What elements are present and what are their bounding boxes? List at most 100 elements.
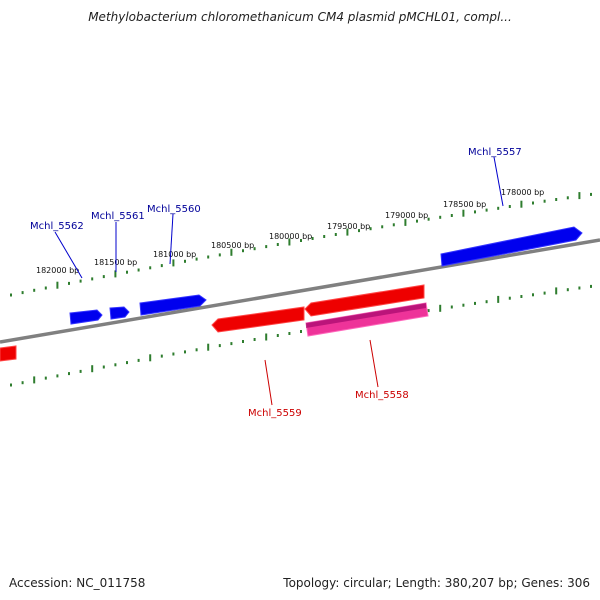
- minor-tick: [566, 288, 569, 292]
- minor-tick: [474, 210, 476, 214]
- minor-tick: [323, 235, 326, 238]
- minor-tick: [566, 196, 569, 200]
- minor-tick: [334, 233, 337, 236]
- gene-label-mchl-5561[interactable]: Mchl_5561: [91, 211, 145, 222]
- gene-mchl-5558-shade: [306, 303, 426, 328]
- gene-label-mchl-5559[interactable]: Mchl_5559: [248, 408, 302, 419]
- major-tick: [439, 304, 442, 312]
- minor-tick: [195, 257, 198, 261]
- minor-tick: [485, 300, 488, 304]
- minor-tick: [184, 350, 186, 354]
- tick-label-182000: 182000 bp: [36, 266, 79, 275]
- minor-tick: [56, 374, 59, 378]
- minor-tick: [276, 243, 279, 246]
- major-tick: [33, 376, 36, 384]
- minor-tick: [300, 239, 302, 242]
- minor-tick: [33, 288, 36, 292]
- minor-tick: [195, 348, 198, 352]
- minor-tick: [184, 259, 186, 263]
- gene-mchl-5559[interactable]: [211, 306, 305, 333]
- tick-label-181000: 181000 bp: [153, 250, 196, 259]
- minor-tick: [450, 305, 453, 309]
- minor-tick: [381, 225, 384, 229]
- minor-tick: [242, 249, 244, 253]
- minor-tick: [508, 205, 511, 208]
- minor-tick: [160, 354, 163, 358]
- minor-tick: [590, 284, 592, 288]
- minor-tick: [427, 217, 430, 221]
- major-tick: [555, 287, 558, 295]
- gene-mchl-5562[interactable]: [69, 309, 103, 325]
- minor-tick: [358, 229, 360, 233]
- minor-tick: [230, 342, 233, 346]
- minor-tick: [474, 301, 476, 305]
- major-tick: [346, 228, 349, 236]
- forward-genes: [69, 226, 583, 325]
- gene-red-long[interactable]: [304, 284, 425, 317]
- upper-tick-ruler: [10, 192, 592, 297]
- minor-tick: [508, 296, 511, 300]
- minor-tick: [10, 293, 12, 297]
- major-tick: [520, 200, 523, 208]
- gene-label-mchl-5562[interactable]: Mchl_5562: [30, 221, 84, 232]
- minor-tick: [10, 383, 12, 387]
- minor-tick: [265, 245, 268, 249]
- major-tick: [497, 295, 500, 303]
- major-tick: [114, 270, 117, 278]
- major-tick: [288, 238, 291, 246]
- genome-summary-text: Topology: circular; Length: 380,207 bp; …: [283, 576, 590, 590]
- minor-tick: [543, 199, 546, 203]
- minor-tick: [253, 338, 256, 341]
- minor-tick: [218, 344, 221, 348]
- tick-label-178000: 178000 bp: [501, 188, 544, 197]
- minor-tick: [555, 198, 558, 201]
- major-tick: [149, 354, 152, 362]
- minor-tick: [242, 340, 244, 343]
- minor-tick: [532, 201, 534, 205]
- minor-tick: [218, 253, 221, 257]
- minor-tick: [276, 334, 279, 337]
- minor-tick: [149, 266, 152, 270]
- gene-mchl-5561[interactable]: [109, 306, 130, 320]
- minor-tick: [369, 227, 372, 231]
- major-tick: [230, 248, 233, 256]
- minor-tick: [44, 376, 47, 380]
- gene-label-mchl-5560[interactable]: Mchl_5560: [147, 204, 201, 215]
- gene-label-mchl-5558[interactable]: Mchl_5558: [355, 390, 409, 401]
- reverse-genes: [0, 284, 429, 362]
- minor-tick: [68, 281, 70, 285]
- minor-tick: [578, 286, 581, 290]
- minor-tick: [207, 255, 210, 259]
- minor-tick: [520, 295, 523, 298]
- minor-tick: [44, 286, 47, 290]
- gene-left-edge[interactable]: [0, 345, 17, 362]
- minor-tick: [416, 219, 418, 223]
- tick-label-178500: 178500 bp: [443, 200, 486, 209]
- minor-tick: [590, 192, 592, 196]
- minor-tick: [392, 223, 395, 227]
- tick-label-180500: 180500 bp: [211, 241, 254, 250]
- major-tick: [91, 365, 94, 373]
- minor-tick: [462, 303, 465, 307]
- minor-tick: [126, 270, 128, 274]
- minor-tick: [137, 358, 140, 362]
- minor-tick: [300, 330, 302, 333]
- gene-mchl-5557[interactable]: [440, 226, 583, 267]
- minor-tick: [485, 208, 488, 212]
- minor-tick: [126, 361, 128, 365]
- major-tick: [56, 281, 59, 289]
- gene-mchl-5560[interactable]: [139, 294, 207, 316]
- tick-label-180000: 180000 bp: [269, 232, 312, 241]
- tick-label-179000: 179000 bp: [385, 211, 428, 220]
- minor-tick: [288, 332, 291, 335]
- gene-label-mchl-5557[interactable]: Mchl_5557: [468, 147, 522, 158]
- minor-tick: [102, 365, 105, 369]
- minor-tick: [21, 381, 24, 385]
- minor-tick: [543, 291, 546, 295]
- minor-tick: [21, 291, 24, 295]
- minor-tick: [450, 214, 453, 217]
- minor-tick: [160, 264, 163, 268]
- minor-tick: [311, 237, 314, 240]
- minor-tick: [79, 279, 82, 283]
